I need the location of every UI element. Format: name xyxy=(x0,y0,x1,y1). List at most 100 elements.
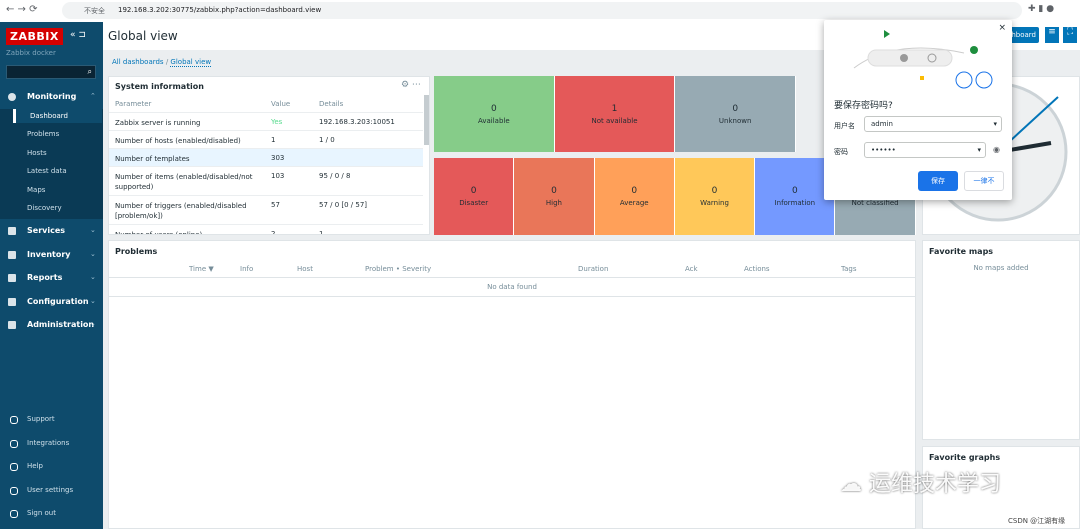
menu-icon xyxy=(8,93,16,101)
submenu-item[interactable]: Dashboard xyxy=(13,109,102,123)
menu-button[interactable]: ≡ xyxy=(1045,27,1059,43)
widget-controls[interactable]: ⚙ ⋯ xyxy=(401,80,421,90)
parameter: Number of templates xyxy=(115,155,190,163)
host-availability-widget: 0 Available 1 Not available 0 Unknown xyxy=(434,76,797,152)
tile-count: 0 xyxy=(490,103,497,114)
show-password[interactable]: ◉ xyxy=(993,145,1000,154)
menu-item[interactable]: Inventory xyxy=(27,249,71,259)
browser-bar: ← → ⟳ 不安全 192.168.3.202:30775/zabbix.php… xyxy=(0,0,1080,23)
nav-buttons[interactable]: ← → ⟳ xyxy=(6,4,38,15)
menu-icon xyxy=(8,250,16,259)
value: 2 xyxy=(271,230,276,235)
value: 103 xyxy=(271,172,285,180)
menu-icon xyxy=(10,463,18,472)
details: 192.168.3.203:10051 xyxy=(319,118,395,126)
tile-count: 0 xyxy=(791,186,798,196)
username-field[interactable]: admin ▾ xyxy=(864,116,1002,132)
details: 1 xyxy=(319,230,324,235)
breadcrumb[interactable]: Global view xyxy=(170,58,212,67)
parameter: Zabbix server is running xyxy=(115,119,201,127)
password-field[interactable]: •••••• ▾ xyxy=(864,142,986,158)
menu-item[interactable]: Monitoring xyxy=(27,92,77,101)
watermark: ☁ 运维技术学习 xyxy=(840,466,1001,498)
never-button[interactable]: 一律不 xyxy=(964,171,1004,191)
details: 95 / 0 / 8 xyxy=(319,172,351,180)
logo[interactable]: ZABBIX xyxy=(6,28,63,45)
submenu-item[interactable]: Problems xyxy=(27,130,60,139)
submenu-item[interactable]: Discovery xyxy=(27,204,62,212)
status-tile[interactable]: 0 Available xyxy=(434,76,555,152)
tile-count: 0 xyxy=(551,186,557,196)
menu-item[interactable]: Support xyxy=(27,415,55,423)
parameter: Number of users (online) xyxy=(115,231,203,235)
value: 303 xyxy=(271,154,285,162)
value: Yes xyxy=(271,118,283,126)
status-tile[interactable]: 1 Not available xyxy=(554,76,676,152)
decor xyxy=(920,76,924,80)
widget-title: Favorite graphs xyxy=(929,453,1001,462)
menu-item[interactable]: Services xyxy=(27,226,66,236)
column-header: Host xyxy=(297,265,313,273)
menu-item[interactable]: Sign out xyxy=(27,509,56,518)
table-row: Number of triggers (enabled/disabled [pr… xyxy=(109,195,423,225)
collapse-icons[interactable]: « ⊐ xyxy=(70,30,86,40)
watermark-icon: ☁ xyxy=(840,472,869,497)
widget-title: Problems xyxy=(115,247,158,256)
browser-icons[interactable]: ✚ ▮ ● xyxy=(1028,4,1055,14)
server-name: Zabbix docker xyxy=(6,49,56,57)
menu-item[interactable]: Help xyxy=(27,462,43,471)
watermark-text: 运维技术学习 xyxy=(869,472,1002,497)
column-header: Info xyxy=(240,265,254,273)
row-rule xyxy=(109,296,915,297)
value: 1 xyxy=(271,136,276,144)
status-tile[interactable]: 0 Average xyxy=(594,158,675,235)
empty-message: No data found xyxy=(487,283,537,291)
sidebar: ZABBIX « ⊐ Zabbix docker ⌕ Monitoring ⌃ Da… xyxy=(0,22,103,529)
menu-icon xyxy=(8,227,16,236)
details: 1 / 0 xyxy=(319,136,335,144)
status-tile[interactable]: 0 Disaster xyxy=(434,158,515,235)
parameter: Number of hosts (enabled/disabled) xyxy=(115,137,241,145)
status-tile[interactable]: 0 High xyxy=(514,158,595,235)
close-button[interactable]: × xyxy=(998,23,1006,33)
menu-arrow: ⌄ xyxy=(90,273,96,282)
column-header: Value xyxy=(271,100,291,108)
kiosk-button[interactable]: ⛶ xyxy=(1063,27,1077,43)
submenu-item[interactable]: Maps xyxy=(27,185,46,194)
status-tile[interactable]: 0 Information xyxy=(755,158,836,235)
tile-count: 0 xyxy=(631,186,638,196)
username-value: admin xyxy=(871,120,893,128)
table-row: Number of templates 303 xyxy=(109,148,423,167)
menu-item[interactable]: Configuration xyxy=(27,296,89,306)
problems-widget: Problems No data found Time ▼ Info Host Pro… xyxy=(108,240,916,529)
menu-item[interactable]: Reports xyxy=(27,273,63,283)
submenu-item[interactable]: Latest data xyxy=(27,167,67,176)
submenu-item[interactable]: Hosts xyxy=(27,148,47,157)
url: 192.168.3.202:30775/zabbix.php?action=da… xyxy=(118,6,322,14)
menu-arrow: ⌃ xyxy=(90,92,96,100)
address-bar[interactable]: 不安全 192.168.3.202:30775/zabbix.php?actio… xyxy=(62,2,1022,19)
value: 57 xyxy=(271,201,280,209)
search-box[interactable]: ⌕ xyxy=(6,65,96,79)
column-header: Duration xyxy=(578,265,609,273)
column-header: Problem • Severity xyxy=(365,265,432,273)
menu-item[interactable]: Administration xyxy=(27,320,95,330)
decor xyxy=(853,47,965,69)
table-row: Number of items (enabled/disabled/not su… xyxy=(109,166,423,196)
table-row: Number of hosts (enabled/disabled) 1 1 / 0 xyxy=(109,130,423,149)
status-tile[interactable]: 0 Unknown xyxy=(675,76,797,152)
status-tile[interactable]: 0 Warning xyxy=(674,158,756,235)
breadcrumb[interactable]: All dashboards xyxy=(112,58,164,66)
column-header: Ack xyxy=(685,265,698,273)
dropdown-arrow: ▾ xyxy=(977,146,981,154)
tile-label: Available xyxy=(477,116,510,125)
decor xyxy=(927,53,937,63)
parameter: Number of items (enabled/disabled/not su… xyxy=(115,173,253,191)
tile-count: 0 xyxy=(732,103,739,114)
menu-item[interactable]: User settings xyxy=(27,485,74,494)
scrollbar[interactable] xyxy=(424,95,429,145)
menu-item[interactable]: Integrations xyxy=(27,438,70,447)
save-button[interactable]: 保存 xyxy=(918,171,958,191)
decor xyxy=(970,46,978,54)
column-header[interactable]: Time ▼ xyxy=(189,265,214,273)
